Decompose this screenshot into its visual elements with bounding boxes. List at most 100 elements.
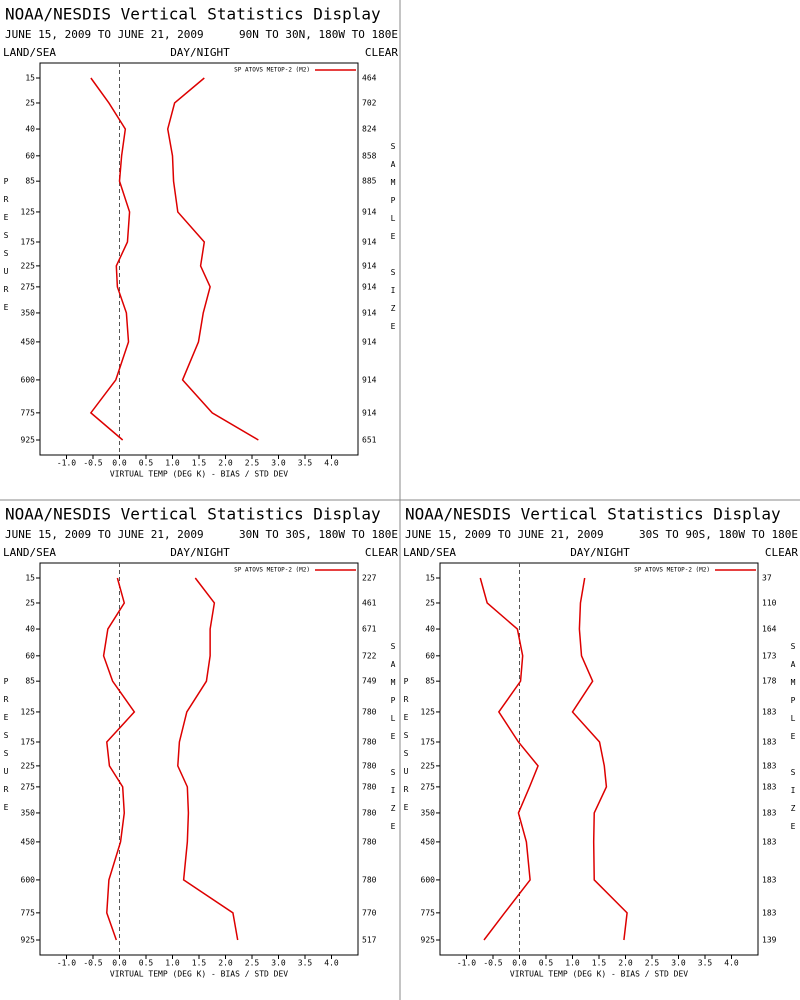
sample-size: 858 xyxy=(362,151,377,160)
sample-size: 914 xyxy=(362,337,377,346)
y-tick-label: 225 xyxy=(421,761,436,770)
chart-panel: NOAA/NESDIS Vertical Statistics Display J… xyxy=(403,505,798,979)
x-tick-label: 1.5 xyxy=(192,959,207,968)
y-tick-label: 600 xyxy=(21,375,36,384)
x-tick-label: 2.0 xyxy=(218,459,233,468)
sample-size: 671 xyxy=(362,625,377,634)
y-tick-label: 350 xyxy=(21,808,36,817)
profile-line xyxy=(479,577,539,941)
sample-size: 824 xyxy=(362,125,377,134)
chart-panel: NOAA/NESDIS Vertical Statistics Display J… xyxy=(3,5,398,479)
x-tick-label: -1.0 xyxy=(57,459,76,468)
sample-size: 183 xyxy=(762,761,777,770)
y-tick-label: 25 xyxy=(25,598,35,607)
sample-size: 164 xyxy=(762,625,777,634)
profile-line xyxy=(166,77,259,441)
sample-size: 749 xyxy=(362,677,377,686)
land-sea: LAND/SEA xyxy=(3,546,56,559)
x-axis-label: VIRTUAL TEMP (DEG K) - BIAS / STD DEV xyxy=(510,970,688,979)
profile-line xyxy=(571,577,628,941)
sample-size: 139 xyxy=(762,936,777,945)
sample-size: 780 xyxy=(362,808,377,817)
y-tick-label: 15 xyxy=(25,74,35,83)
y-tick-label: 85 xyxy=(25,677,35,686)
x-tick-label: 0.5 xyxy=(539,959,554,968)
x-axis-label: VIRTUAL TEMP (DEG K) - BIAS / STD DEV xyxy=(110,970,288,979)
x-axis-label: VIRTUAL TEMP (DEG K) - BIAS / STD DEV xyxy=(110,470,288,479)
y-tick-label: 60 xyxy=(25,651,35,660)
y-tick-label: 225 xyxy=(21,261,36,270)
y-tick-label: 350 xyxy=(21,308,36,317)
region: 30S TO 90S, 180W TO 180E xyxy=(639,528,798,541)
x-tick-label: 1.0 xyxy=(165,959,180,968)
date-range: JUNE 15, 2009 TO JUNE 21, 2009 xyxy=(5,528,204,541)
x-tick-label: 4.0 xyxy=(324,459,339,468)
sample-size: 461 xyxy=(362,598,377,607)
y-tick-label: 775 xyxy=(21,408,36,417)
y-tick-label: 125 xyxy=(421,707,436,716)
y-tick-label: 40 xyxy=(25,125,35,134)
sample-size: 914 xyxy=(362,207,377,216)
sample-size: 780 xyxy=(362,782,377,791)
day-night: DAY/NIGHT xyxy=(170,546,230,559)
y-tick-label: 40 xyxy=(25,625,35,634)
y-tick-label: 925 xyxy=(21,936,36,945)
x-tick-label: 4.0 xyxy=(724,959,739,968)
y-tick-label: 175 xyxy=(21,237,36,246)
profile-line xyxy=(89,77,131,441)
day-night: DAY/NIGHT xyxy=(570,546,630,559)
x-tick-label: 3.5 xyxy=(298,959,313,968)
sample-size: 178 xyxy=(762,677,777,686)
sample-size: 722 xyxy=(362,651,377,660)
x-tick-label: 0.0 xyxy=(112,459,127,468)
region: 90N TO 30N, 180W TO 180E xyxy=(239,28,398,41)
profile-line xyxy=(102,577,136,941)
land-sea: LAND/SEA xyxy=(403,546,456,559)
chart-panel: NOAA/NESDIS Vertical Statistics Display J… xyxy=(3,505,398,979)
y-tick-label: 40 xyxy=(425,625,435,634)
clear-label: CLEAR xyxy=(765,546,798,559)
y-tick-label: 125 xyxy=(21,207,36,216)
sample-size: 780 xyxy=(362,761,377,770)
sample-size: 702 xyxy=(362,98,377,107)
y-tick-label: 775 xyxy=(21,908,36,917)
day-night: DAY/NIGHT xyxy=(170,46,230,59)
x-tick-label: 2.5 xyxy=(245,459,260,468)
sample-size: 914 xyxy=(362,408,377,417)
x-tick-label: -0.5 xyxy=(83,959,102,968)
x-tick-label: -1.0 xyxy=(457,959,476,968)
y-tick-label: 25 xyxy=(25,98,35,107)
x-tick-label: 2.0 xyxy=(618,959,633,968)
sample-size: 780 xyxy=(362,737,377,746)
y-tick-label: 60 xyxy=(25,151,35,160)
y-tick-label: 225 xyxy=(21,761,36,770)
x-tick-label: 1.0 xyxy=(165,459,180,468)
y-tick-label: 85 xyxy=(425,677,435,686)
x-tick-label: -0.5 xyxy=(83,459,102,468)
legend-label: SP ATOVS METOP-2 (M2) xyxy=(634,567,710,574)
x-tick-label: 2.0 xyxy=(218,959,233,968)
x-tick-label: 1.5 xyxy=(192,459,207,468)
land-sea: LAND/SEA xyxy=(3,46,56,59)
sample-size: 464 xyxy=(362,74,377,83)
profile-line xyxy=(177,577,239,941)
x-tick-label: 1.0 xyxy=(565,959,580,968)
sample-size: 37 xyxy=(762,574,772,583)
y-tick-label: 175 xyxy=(421,737,436,746)
x-tick-label: 4.0 xyxy=(324,959,339,968)
y-tick-label: 450 xyxy=(421,837,436,846)
x-tick-label: 0.0 xyxy=(512,959,527,968)
sample-size: 183 xyxy=(762,782,777,791)
x-tick-label: 3.5 xyxy=(698,959,713,968)
y-tick-label: 775 xyxy=(421,908,436,917)
legend-label: SP ATOVS METOP-2 (M2) xyxy=(234,67,310,74)
sample-size: 914 xyxy=(362,282,377,291)
y-tick-label: 450 xyxy=(21,837,36,846)
sample-size: 914 xyxy=(362,237,377,246)
x-tick-label: 0.5 xyxy=(139,959,154,968)
y-tick-label: 175 xyxy=(21,737,36,746)
